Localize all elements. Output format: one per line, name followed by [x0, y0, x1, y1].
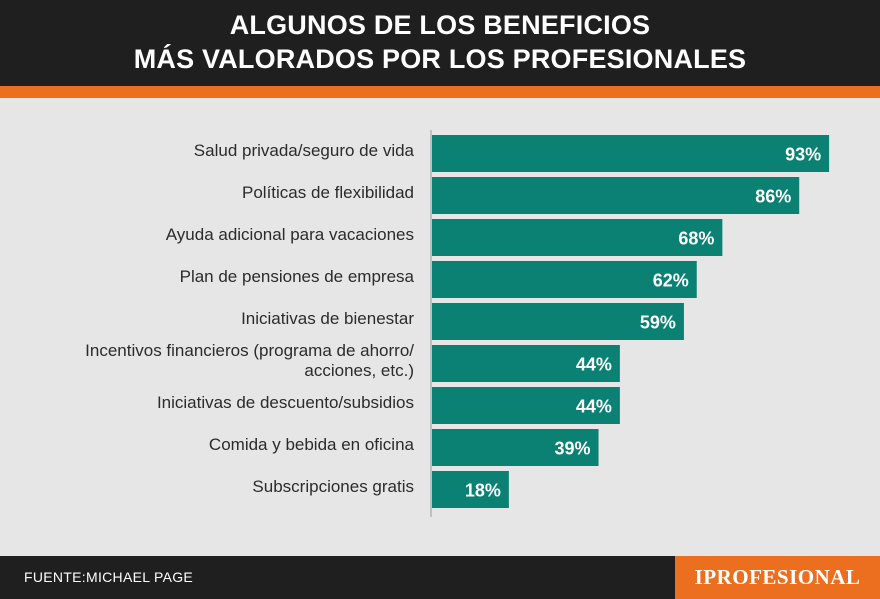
bar	[432, 345, 620, 382]
category-label: Comida y bebida en oficina	[208, 434, 414, 454]
category-label: Subscripciones gratis	[252, 476, 414, 496]
bar-value-label: 39%	[554, 439, 590, 459]
category-label: Iniciativas de descuento/subsidios	[156, 392, 414, 412]
category-label: Plan de pensiones de empresa	[179, 266, 414, 286]
category-label: Salud privada/seguro de vida	[193, 140, 414, 160]
category-label: Incentivos financieros (programa de ahor…	[85, 340, 414, 380]
bar-value-label: 86%	[755, 187, 791, 207]
source-note: FUENTE:MICHAEL PAGE	[24, 569, 194, 585]
bar	[432, 303, 684, 340]
bar-value-label: 44%	[576, 355, 612, 375]
bar	[432, 219, 723, 256]
bar-value-label: 62%	[653, 271, 689, 291]
bar-chart: 93% 86% 68% 62% 59% 44% 44% 39% 18% Salud privad…	[0, 98, 880, 556]
bar-value-label: 59%	[640, 313, 676, 333]
chart-title-line-2: MÁS VALORADOS POR LOS PROFESIONALES	[133, 44, 747, 74]
bar-chart-canvas: 93% 86% 68% 62% 59% 44% 44% 39% 18%	[430, 130, 830, 517]
category-label: Políticas de flexibilidad	[242, 182, 414, 202]
bar	[432, 261, 697, 298]
bar	[432, 429, 599, 466]
brand-logo: IPROFESIONAL	[675, 556, 880, 599]
bar	[432, 177, 800, 214]
footer-bar: FUENTE:MICHAEL PAGE IPROFESIONAL	[0, 556, 880, 599]
bar	[432, 135, 830, 172]
bar-value-label: 68%	[678, 229, 714, 249]
accent-divider	[0, 86, 880, 98]
bar	[432, 471, 509, 508]
bar	[432, 387, 620, 424]
chart-title-line-1: ALGUNOS DE LOS BENEFICIOS	[229, 10, 651, 40]
bar-value-label: 93%	[785, 145, 821, 165]
brand-logo-text: IPROFESIONAL	[694, 565, 861, 589]
bar-value-label: 18%	[465, 481, 501, 501]
category-label: Ayuda adicional para vacaciones	[165, 224, 414, 244]
category-label: Iniciativas de bienestar	[241, 308, 414, 328]
header-bar: ALGUNOS DE LOS BENEFICIOS MÁS VALORADOS …	[0, 0, 880, 86]
bar-value-label: 44%	[576, 397, 612, 417]
